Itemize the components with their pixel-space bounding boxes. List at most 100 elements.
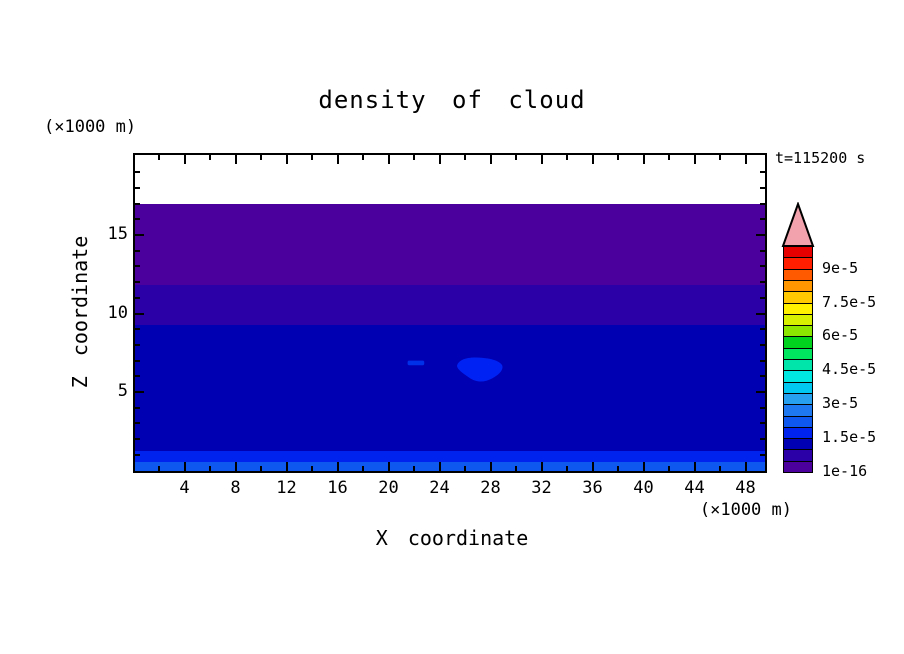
colorbar-tick-label: 3e-5	[822, 394, 859, 413]
x-tick-top	[642, 155, 645, 164]
z-tick-right	[760, 438, 765, 441]
colorbar-cell	[783, 347, 813, 360]
x-axis-unit-label: (×1000 m)	[699, 500, 792, 520]
colorbar-tick-label: 4.5e-5	[822, 360, 877, 379]
x-tick-label: 12	[276, 478, 297, 498]
x-tick-top	[693, 155, 696, 164]
x-tick-top	[183, 155, 186, 164]
x-tick-bottom	[693, 462, 696, 471]
z-tick-left	[135, 391, 144, 393]
x-tick-top	[591, 155, 594, 164]
x-tick-top	[336, 155, 339, 164]
z-tick-right	[760, 296, 765, 299]
x-tick-bottom	[489, 462, 492, 471]
x-tick-bottom	[234, 462, 237, 471]
z-tick-left	[135, 422, 140, 425]
contour-band	[135, 325, 765, 452]
x-tick-top	[515, 155, 517, 160]
x-tick-top	[234, 155, 237, 164]
y-axis-unit-label: (×1000 m)	[44, 117, 137, 137]
z-tick-right	[760, 171, 765, 174]
x-tick-top	[617, 155, 619, 160]
x-tick-bottom	[438, 462, 441, 471]
x-tick-label: 48	[735, 478, 756, 498]
z-tick-right	[760, 406, 765, 409]
colorbar-cell	[783, 438, 813, 451]
x-tick-bottom	[387, 462, 390, 471]
z-tick-right	[760, 422, 765, 425]
z-axis-title: Z coordinate	[68, 235, 92, 389]
z-tick-left	[135, 406, 140, 409]
colorbar-cell	[783, 415, 813, 428]
colorbar-cell	[783, 246, 813, 259]
x-tick-bottom	[209, 466, 211, 471]
x-tick-top	[285, 155, 288, 164]
x-tick-bottom	[566, 466, 568, 471]
contour-band	[135, 155, 765, 205]
plot-frame	[133, 153, 767, 473]
z-tick-right	[756, 391, 765, 393]
x-tick-bottom	[285, 462, 288, 471]
colorbar-cell	[783, 460, 813, 473]
x-tick-label: 36	[582, 478, 603, 498]
x-tick-bottom	[311, 466, 313, 471]
x-tick-top	[413, 155, 415, 160]
colorbar-tick-label: 1e-16	[822, 462, 868, 480]
colorbar-cell	[783, 370, 813, 383]
colorbar-tick-label: 9e-5	[822, 258, 859, 277]
contour-band	[135, 461, 765, 471]
x-tick-top	[209, 155, 211, 160]
x-tick-label: 20	[378, 478, 399, 498]
colorbar-cell	[783, 302, 813, 315]
colorbar-cell	[783, 359, 813, 372]
z-tick-right	[760, 249, 765, 252]
colorbar-arrow-icon	[781, 202, 815, 247]
colorbar-cell	[783, 279, 813, 293]
x-tick-label: 24	[429, 478, 450, 498]
time-label: t=115200 s	[775, 149, 866, 167]
x-tick-bottom	[413, 466, 415, 471]
x-axis-title: X coordinate	[375, 526, 529, 550]
x-tick-bottom	[744, 462, 747, 471]
z-tick-right	[760, 281, 765, 284]
colorbar-cell	[783, 313, 813, 327]
z-tick-label: 15	[107, 224, 128, 244]
z-tick-right	[760, 359, 765, 362]
colorbar-cell	[783, 257, 813, 270]
z-tick-left	[135, 453, 140, 456]
x-tick-bottom	[260, 466, 262, 471]
plot-area	[135, 155, 765, 471]
colorbar-tick-label: 6e-5	[822, 326, 859, 345]
z-tick-right	[760, 328, 765, 331]
colorbar-cell	[783, 426, 813, 440]
z-tick-right	[756, 312, 765, 315]
x-tick-top	[362, 155, 364, 160]
x-tick-top	[387, 155, 390, 164]
z-tick-left	[135, 359, 140, 362]
z-tick-left	[135, 218, 140, 221]
contour-band	[135, 203, 765, 286]
x-tick-bottom	[668, 466, 670, 471]
x-tick-top	[260, 155, 262, 160]
colorbar-cell	[783, 325, 813, 338]
colorbar-cell	[783, 404, 813, 417]
x-tick-bottom	[642, 462, 645, 471]
x-tick-top	[158, 155, 160, 160]
x-tick-bottom	[362, 466, 364, 471]
z-tick-left	[135, 249, 140, 252]
colorbar-tick-label: 7.5e-5	[822, 292, 877, 311]
colorbar-cell	[783, 392, 813, 406]
x-tick-label: 16	[327, 478, 348, 498]
x-tick-label: 40	[633, 478, 654, 498]
z-tick-right	[760, 375, 765, 378]
x-tick-bottom	[183, 462, 186, 471]
z-tick-right	[760, 186, 765, 189]
z-tick-left	[135, 281, 140, 284]
z-tick-right	[760, 343, 765, 346]
colorbar-tick-label: 1.5e-5	[822, 428, 877, 447]
z-tick-right	[760, 265, 765, 268]
x-tick-top	[719, 155, 721, 160]
x-tick-bottom	[617, 466, 619, 471]
z-tick-left	[135, 375, 140, 378]
z-tick-left	[135, 171, 140, 174]
